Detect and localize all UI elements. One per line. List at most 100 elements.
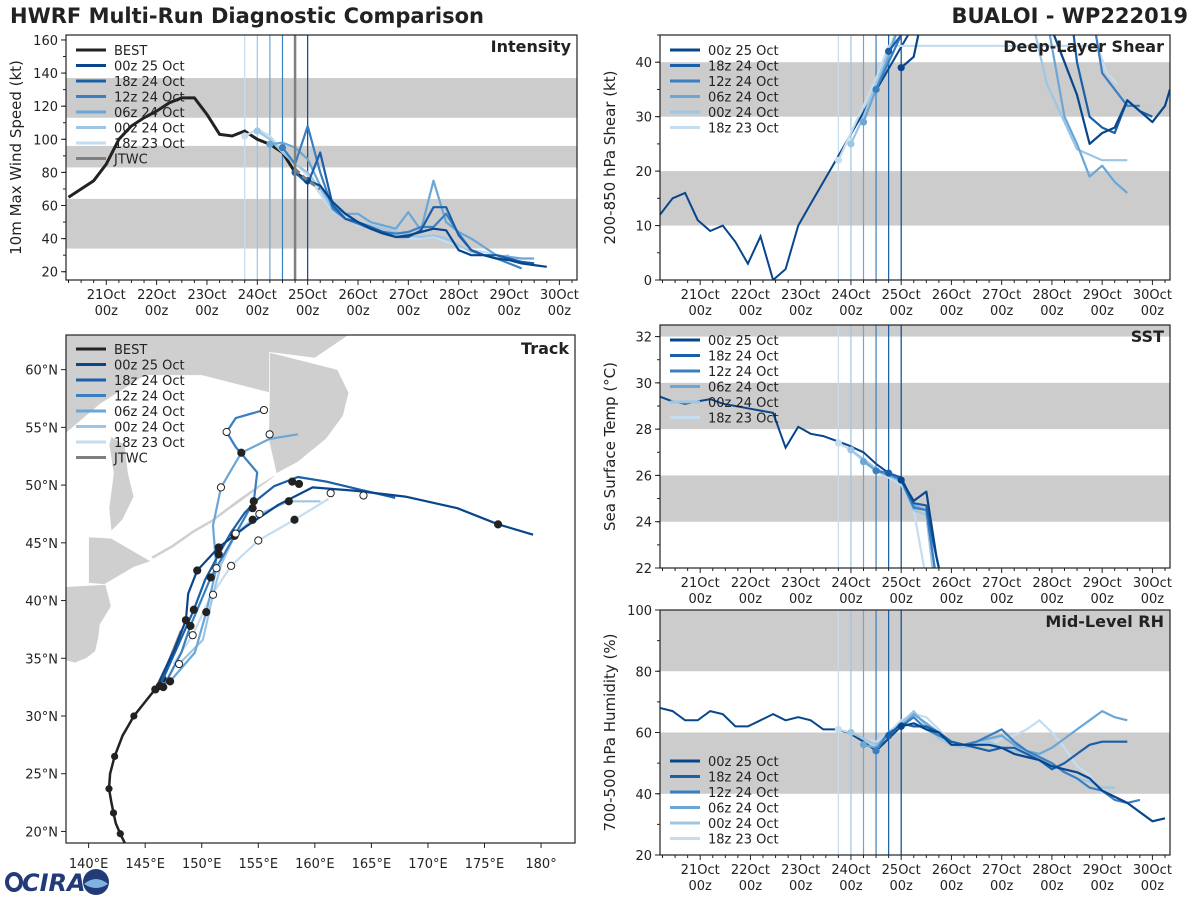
series-init-marker <box>834 439 842 447</box>
legend-label: 00z 24 Oct <box>114 421 185 436</box>
intensity-ylabel: 10m Max Wind Speed (kt) <box>7 60 25 255</box>
y-tick-label: 10 <box>635 220 652 235</box>
lon-tick-label: 175°E <box>465 857 505 872</box>
forecast-track-line <box>158 475 396 687</box>
history-line <box>660 35 910 280</box>
lat-tick-label: 30°N <box>25 710 58 725</box>
best-track-dot <box>130 712 138 720</box>
series-init-marker <box>834 156 842 164</box>
land-sakhalin <box>108 436 135 532</box>
legend-label: 00z 25 Oct <box>708 334 779 349</box>
rh-ylabel: 700-500 hPa Humidity (%) <box>601 633 619 831</box>
track-filled-marker <box>159 683 168 692</box>
x-tick-sublabel: 00z <box>789 592 813 607</box>
legend-label: 00z 24 Oct <box>708 396 779 411</box>
track-open-marker <box>259 405 269 415</box>
shear-plot-area <box>660 35 1170 280</box>
series-line <box>863 709 1128 756</box>
legend-label: 12z 24 Oct <box>114 91 185 106</box>
track-filled-marker <box>186 621 195 631</box>
x-tick-label: 30Oct <box>1133 576 1172 591</box>
sst-plot-area <box>660 325 1170 568</box>
x-tick-sublabel: 00z <box>739 304 763 319</box>
track-filled-marker <box>202 607 211 617</box>
x-tick-sublabel: 00z <box>1141 304 1165 319</box>
x-tick-sublabel: 00z <box>990 304 1014 319</box>
x-tick-sublabel: 00z <box>1090 304 1114 319</box>
legend-label: 06z 24 Oct <box>708 91 779 106</box>
intensity-panel: 2040608010012014016021Oct00z22Oct00z23Oc… <box>7 34 579 319</box>
shear-ylabel: 200-850 hPa Shear (kt) <box>601 71 619 245</box>
x-tick-label: 23Oct <box>781 576 820 591</box>
lat-tick-label: 20°N <box>25 825 58 840</box>
x-tick-sublabel: 00z <box>447 304 471 319</box>
cira-logo-ring <box>5 872 23 892</box>
best-track-dot <box>105 785 113 793</box>
legend-label: 12z 24 Oct <box>708 75 779 90</box>
x-tick-sublabel: 00z <box>548 304 572 319</box>
track-open-marker <box>222 427 231 437</box>
shaded-band <box>66 198 577 249</box>
y-tick-label: 20 <box>41 266 58 281</box>
series-init-marker <box>897 64 905 72</box>
lon-tick-label: 140°E <box>69 857 109 872</box>
x-tick-label: 26Oct <box>932 288 971 303</box>
sst-frame <box>659 324 1171 569</box>
land-hokkaido <box>88 536 152 585</box>
lat-tick-label: 50°N <box>25 479 58 494</box>
legend-label: BEST <box>114 44 147 59</box>
x-tick-label: 27Oct <box>982 863 1021 878</box>
x-tick-label: 21Oct <box>681 576 720 591</box>
legend-label: 00z 25 Oct <box>114 359 185 374</box>
legend-label: JTWC <box>113 153 148 168</box>
series-init-marker <box>859 457 868 466</box>
shaded-band <box>660 171 1170 226</box>
lon-tick-label: 170°E <box>408 857 448 872</box>
lon-tick-label: 150°E <box>182 857 222 872</box>
y-tick-label: 24 <box>635 516 652 531</box>
legend-label: 12z 24 Oct <box>708 365 779 380</box>
intensity-plot-area <box>66 35 577 280</box>
series-line <box>875 716 1141 805</box>
series-init-marker <box>885 469 893 477</box>
series-line <box>900 479 941 568</box>
x-tick-label: 25Oct <box>882 288 921 303</box>
x-tick-label: 26Oct <box>932 576 971 591</box>
x-tick-sublabel: 00z <box>346 304 370 319</box>
track-filled-marker <box>288 477 297 486</box>
x-tick-label: 21Oct <box>681 288 720 303</box>
legend-label: 18z 23 Oct <box>708 122 779 137</box>
rh-title: Mid-Level RH <box>1045 612 1164 631</box>
series-init-marker <box>872 747 880 755</box>
series-init-marker <box>859 741 868 749</box>
series-init-marker <box>897 722 905 730</box>
track-frame <box>65 334 576 844</box>
legend-label: 18z 24 Oct <box>708 771 779 786</box>
best-track-dot <box>111 752 119 761</box>
x-tick-label: 24Oct <box>831 863 870 878</box>
best-track-dot <box>109 809 118 817</box>
track-open-marker <box>265 430 274 439</box>
x-tick-label: 27Oct <box>982 288 1021 303</box>
noaa-seal-wave <box>84 879 108 888</box>
series-init-marker <box>885 47 893 55</box>
track-filled-marker <box>237 448 246 457</box>
x-tick-sublabel: 00z <box>1141 879 1165 894</box>
x-tick-sublabel: 00z <box>940 592 964 607</box>
x-tick-label: 24Oct <box>831 576 870 591</box>
series-line <box>849 35 1128 162</box>
land-kamchatka <box>268 351 350 474</box>
track-open-marker <box>254 536 263 545</box>
x-tick-sublabel: 00z <box>839 592 863 607</box>
lat-tick-label: 45°N <box>25 537 58 552</box>
track-open-marker <box>175 659 184 669</box>
lon-tick-label: 180° <box>525 857 556 872</box>
legend-label: 18z 24 Oct <box>708 350 779 365</box>
series-line <box>256 130 510 260</box>
series-line <box>875 35 1140 107</box>
x-tick-sublabel: 00z <box>940 879 964 894</box>
x-tick-sublabel: 00z <box>145 304 169 319</box>
intensity-frame <box>65 34 578 281</box>
